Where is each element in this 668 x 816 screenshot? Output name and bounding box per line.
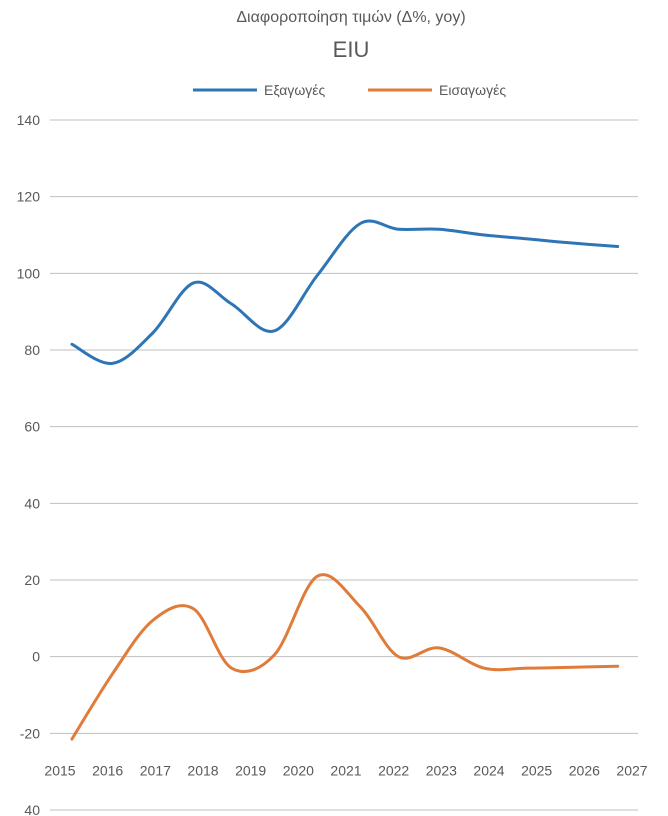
y-tick-label: 20 bbox=[24, 572, 40, 588]
x-tick-label: 2027 bbox=[616, 762, 647, 778]
x-tick-label: 2021 bbox=[330, 762, 361, 778]
y-tick-label: 140 bbox=[17, 112, 41, 128]
x-axis-ticks: 2015 2016 2017 2018 2019 2020 2021 2022 2023 2024… bbox=[44, 762, 647, 778]
chart-title: Διαφοροποίηση τιμών (Δ%, yoy) bbox=[236, 9, 465, 26]
y-tick-label: 40 bbox=[24, 802, 40, 816]
x-tick-label: 2026 bbox=[569, 762, 600, 778]
x-tick-label: 2017 bbox=[140, 762, 171, 778]
x-tick-label: 2015 bbox=[44, 762, 75, 778]
legend-label-exports: Εξαγωγές bbox=[264, 82, 325, 98]
y-tick-label: 40 bbox=[24, 495, 40, 511]
x-tick-label: 2023 bbox=[426, 762, 457, 778]
legend-label-imports: Εισαγωγές bbox=[439, 82, 506, 98]
series-lines bbox=[70, 219, 620, 741]
x-tick-label: 2025 bbox=[521, 762, 552, 778]
x-tick-label: 2018 bbox=[187, 762, 218, 778]
x-tick-label: 2022 bbox=[378, 762, 409, 778]
x-tick-label: 2024 bbox=[473, 762, 504, 778]
series-line-exports bbox=[70, 219, 620, 365]
y-tick-label: 80 bbox=[24, 342, 40, 358]
chart-subtitle: EIU bbox=[333, 37, 370, 62]
x-tick-label: 2020 bbox=[283, 762, 314, 778]
y-tick-label: -20 bbox=[20, 725, 40, 741]
y-tick-label: 100 bbox=[17, 265, 41, 281]
series-line-imports bbox=[70, 573, 620, 741]
y-tick-label: 0 bbox=[32, 649, 40, 665]
legend: Εξαγωγές Εισαγωγές bbox=[193, 82, 506, 98]
y-tick-label: 120 bbox=[17, 189, 41, 205]
x-tick-label: 2016 bbox=[92, 762, 123, 778]
gridlines bbox=[50, 119, 638, 811]
x-tick-label: 2019 bbox=[235, 762, 266, 778]
y-axis-ticks: 140 120 100 80 60 40 20 0 -20 40 bbox=[17, 112, 41, 816]
y-tick-label: 60 bbox=[24, 419, 40, 435]
